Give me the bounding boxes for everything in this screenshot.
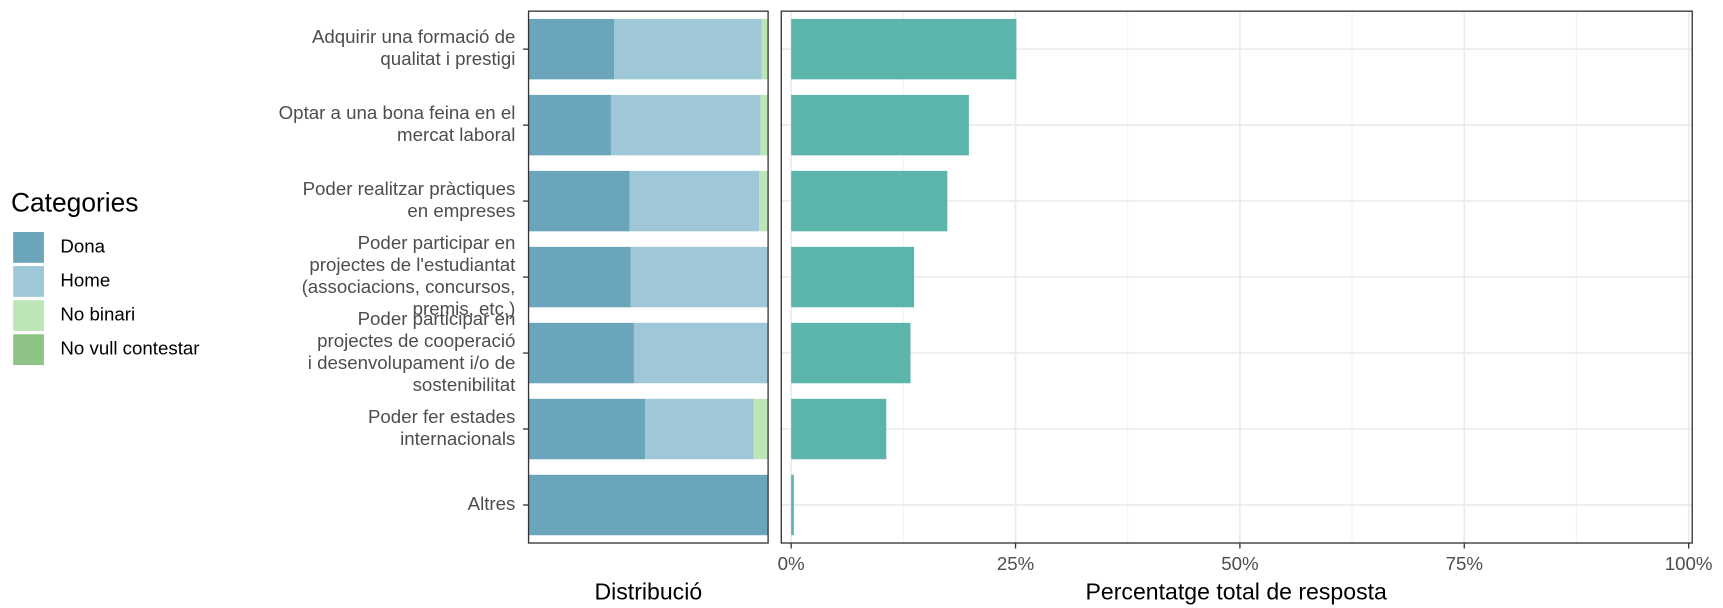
x-tick-label: 50% xyxy=(1221,553,1258,574)
bar-segment xyxy=(759,170,769,232)
bar-segment xyxy=(644,398,754,460)
bar-segment xyxy=(753,398,769,460)
bar-segment xyxy=(630,246,769,308)
legend-key xyxy=(13,300,44,331)
bar-segment xyxy=(528,170,630,232)
legend-key xyxy=(13,232,44,263)
y-tick-label: Poder participar en projectes de l'estudi… xyxy=(302,232,517,319)
bar-segment xyxy=(760,94,769,156)
x-tick-label: 100% xyxy=(1665,553,1713,574)
y-tick-label: Poder fer estades internacionals xyxy=(368,406,515,449)
bar-segment xyxy=(610,94,761,156)
y-tick-label: Altres xyxy=(468,493,516,514)
legend-label: No binari xyxy=(60,303,135,324)
x-tick-label: 75% xyxy=(1446,553,1483,574)
legend-title: Categories xyxy=(11,188,138,218)
legend-key xyxy=(13,334,44,365)
y-tick-label: Adquirir una formació de qualitat i prest… xyxy=(312,26,515,69)
bar-segment xyxy=(528,474,769,536)
bar-segment xyxy=(528,94,611,156)
legend-label: No vull contestar xyxy=(60,338,199,359)
legend-label: Home xyxy=(60,269,110,290)
y-tick-label: Poder realitzar pràctiques en empreses xyxy=(303,178,516,221)
x-axis-title: Percentatge total de resposta xyxy=(1086,579,1387,605)
bar-segment xyxy=(614,18,762,80)
x-tick-label: 25% xyxy=(997,553,1034,574)
bar xyxy=(791,94,969,156)
x-axis-title: Distribució xyxy=(594,579,702,605)
panel-border xyxy=(780,10,1693,544)
panel-border xyxy=(527,10,769,544)
legend-label: Dona xyxy=(60,235,105,256)
bar-segment xyxy=(528,322,634,384)
bar xyxy=(791,18,1017,80)
bar-segment xyxy=(761,18,769,80)
bar xyxy=(791,246,915,308)
bar xyxy=(791,322,911,384)
x-tick-label: 0% xyxy=(778,553,805,574)
bar-segment xyxy=(629,170,760,232)
bar-segment xyxy=(528,246,631,308)
bar xyxy=(791,474,794,536)
bar-segment xyxy=(528,18,615,80)
bar xyxy=(791,170,948,232)
bar-segment xyxy=(528,398,645,460)
bar xyxy=(791,398,887,460)
legend-key xyxy=(13,266,44,297)
bar-segment xyxy=(633,322,769,384)
y-tick-label: Optar a una bona feina en el mercat labor… xyxy=(279,102,516,145)
y-tick-label: Poder participar en projectes de cooperac… xyxy=(308,308,516,395)
